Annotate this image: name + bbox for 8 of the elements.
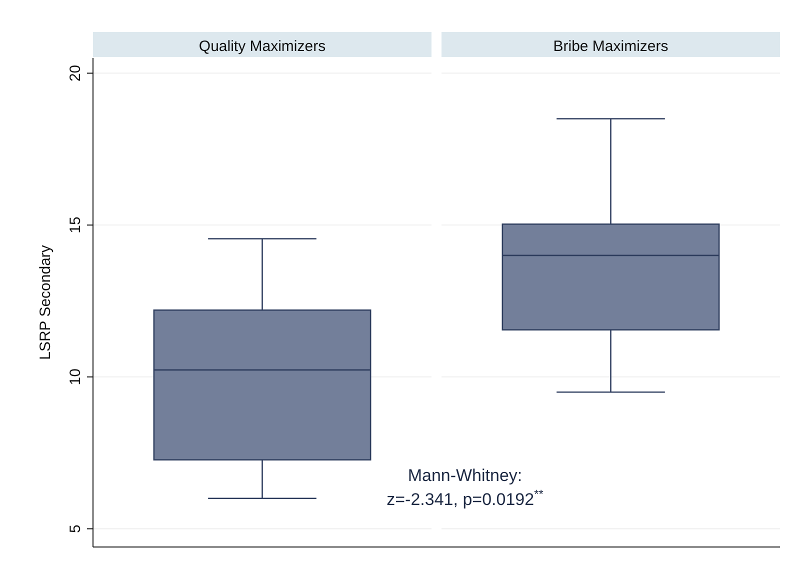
- x-tick-label: Bribe Maximizers: [553, 38, 668, 55]
- y-tick-label: 10: [67, 368, 84, 386]
- annotation: Mann-Whitney: z=-2.341, p=0.0192$^{**}$: [386, 466, 544, 509]
- y-tick-label: 5: [67, 524, 84, 533]
- y-axis-title: LSRP Secondary: [37, 244, 54, 360]
- x-tick-label: Quality Maximizers: [198, 38, 326, 55]
- y-tick-label: 20: [67, 64, 84, 82]
- y-tick-label: 15: [67, 216, 84, 234]
